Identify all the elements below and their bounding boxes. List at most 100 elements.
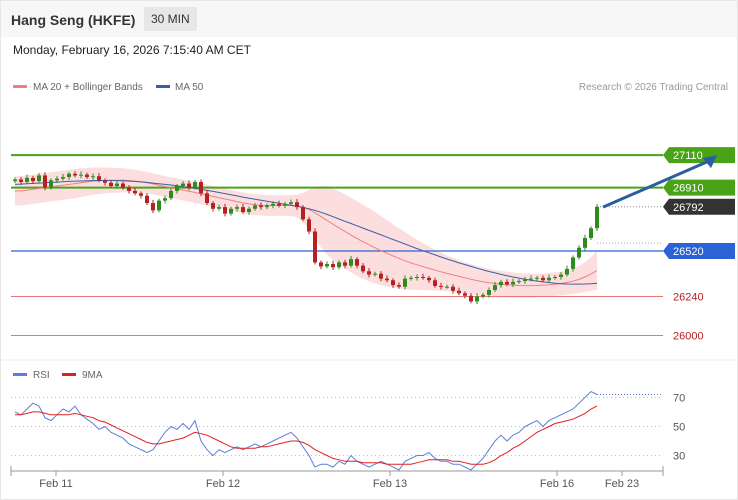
candle-body — [415, 277, 419, 278]
rsi-tick-30: 30 — [673, 450, 685, 462]
candle-body — [247, 208, 251, 212]
candle-body — [595, 206, 599, 229]
legend-rsi-ma-label: 9MA — [82, 370, 103, 381]
candle-body — [517, 281, 521, 283]
candle-body — [259, 205, 263, 208]
legend-rsi-ma-swatch — [62, 373, 76, 376]
candle-body — [373, 273, 377, 275]
legend-ma20-swatch — [13, 85, 27, 88]
candle-body — [469, 295, 473, 302]
candle-body — [403, 278, 407, 287]
last-price-label: 26792 — [673, 202, 704, 214]
candle-body — [181, 183, 185, 186]
support-label-26240: 26240 — [673, 292, 704, 304]
candle-body — [295, 202, 299, 208]
candle-body — [535, 277, 539, 279]
pivot-tag-26520 — [663, 243, 735, 259]
candle-body — [55, 178, 59, 181]
rsi-line — [14, 390, 598, 471]
source-credit: Research © 2026 Trading Central — [579, 82, 728, 93]
candle-body — [337, 262, 341, 268]
candle-body — [73, 173, 77, 176]
rsi-tick-50: 50 — [673, 421, 685, 433]
candle-body — [67, 173, 71, 178]
candle-body — [193, 181, 197, 188]
candle-body — [169, 190, 173, 199]
x-tick-label: Feb 13 — [373, 478, 407, 490]
candle-body — [475, 296, 479, 302]
candle-body — [493, 285, 497, 290]
legend-rsi-swatch — [13, 373, 27, 376]
candle-body — [163, 198, 167, 201]
candle-body — [583, 238, 587, 248]
candle-body — [289, 202, 293, 204]
candle-body — [265, 205, 269, 208]
instrument-title: Hang Seng (HKFE) — [11, 12, 136, 28]
x-tick-label: Feb 11 — [39, 478, 72, 490]
candle-body — [187, 183, 191, 188]
resistance-label-26910: 26910 — [673, 183, 704, 195]
candle-body — [499, 281, 503, 286]
forecast-arrow-shaft — [602, 158, 712, 209]
forecast-arrow-head — [703, 155, 717, 169]
candle-body — [451, 286, 455, 291]
candle-body — [241, 207, 245, 212]
x-tick-label: Feb 16 — [540, 478, 574, 490]
candle-body — [121, 183, 125, 188]
candle-body — [577, 247, 581, 258]
candle-body — [541, 277, 545, 281]
resistance-tag-26910 — [663, 179, 735, 196]
candle-body — [79, 174, 83, 176]
candle-body — [199, 181, 203, 194]
x-tick-label: Feb 12 — [206, 478, 240, 490]
chart-datetime: Monday, February 16, 2026 7:15:40 AM CET — [13, 43, 251, 57]
candle-body — [487, 290, 491, 295]
candle-body — [553, 277, 557, 278]
candle-body — [343, 262, 347, 266]
candle-body — [505, 281, 509, 285]
candle-body — [421, 277, 425, 278]
x-tick-label: Feb 23 — [605, 478, 639, 490]
candle-body — [13, 179, 17, 182]
candle-body — [205, 193, 209, 204]
candle-body — [217, 207, 221, 209]
legend-rsi-label: RSI — [33, 370, 50, 381]
legend-ma50-swatch — [156, 85, 170, 88]
candle-body — [325, 264, 329, 267]
candle-body — [109, 182, 113, 186]
candle-body — [313, 231, 317, 263]
legend-ma20-label: MA 20 + Bollinger Bands — [33, 82, 143, 93]
candle-body — [157, 200, 161, 211]
candle-body — [61, 177, 65, 179]
candle-body — [283, 203, 287, 206]
candle-body — [211, 203, 215, 209]
candle-body — [49, 180, 53, 188]
candle-body — [559, 274, 563, 277]
candle-body — [37, 175, 41, 182]
candle-body — [145, 195, 149, 204]
candle-body — [349, 259, 353, 266]
candle-body — [355, 259, 359, 266]
candle-body — [235, 207, 239, 209]
candle-body — [439, 285, 443, 287]
candle-body — [547, 277, 551, 281]
candle-body — [19, 179, 23, 182]
candle-body — [115, 183, 119, 186]
candle-body — [397, 285, 401, 287]
candle-body — [85, 174, 89, 178]
candle-body — [103, 180, 107, 183]
candle-body — [139, 193, 143, 196]
interval-badge[interactable]: 30 MIN — [144, 7, 197, 31]
candle-body — [385, 278, 389, 281]
candle-body — [529, 278, 533, 280]
legend-ma50-label: MA 50 — [175, 82, 204, 93]
candle-body — [271, 203, 275, 206]
candle-body — [331, 264, 335, 268]
candle-body — [409, 277, 413, 279]
candle-body — [43, 175, 47, 188]
candle-body — [571, 257, 575, 269]
candle-body — [301, 207, 305, 220]
candle-body — [229, 208, 233, 214]
support-label-26000: 26000 — [673, 331, 704, 343]
